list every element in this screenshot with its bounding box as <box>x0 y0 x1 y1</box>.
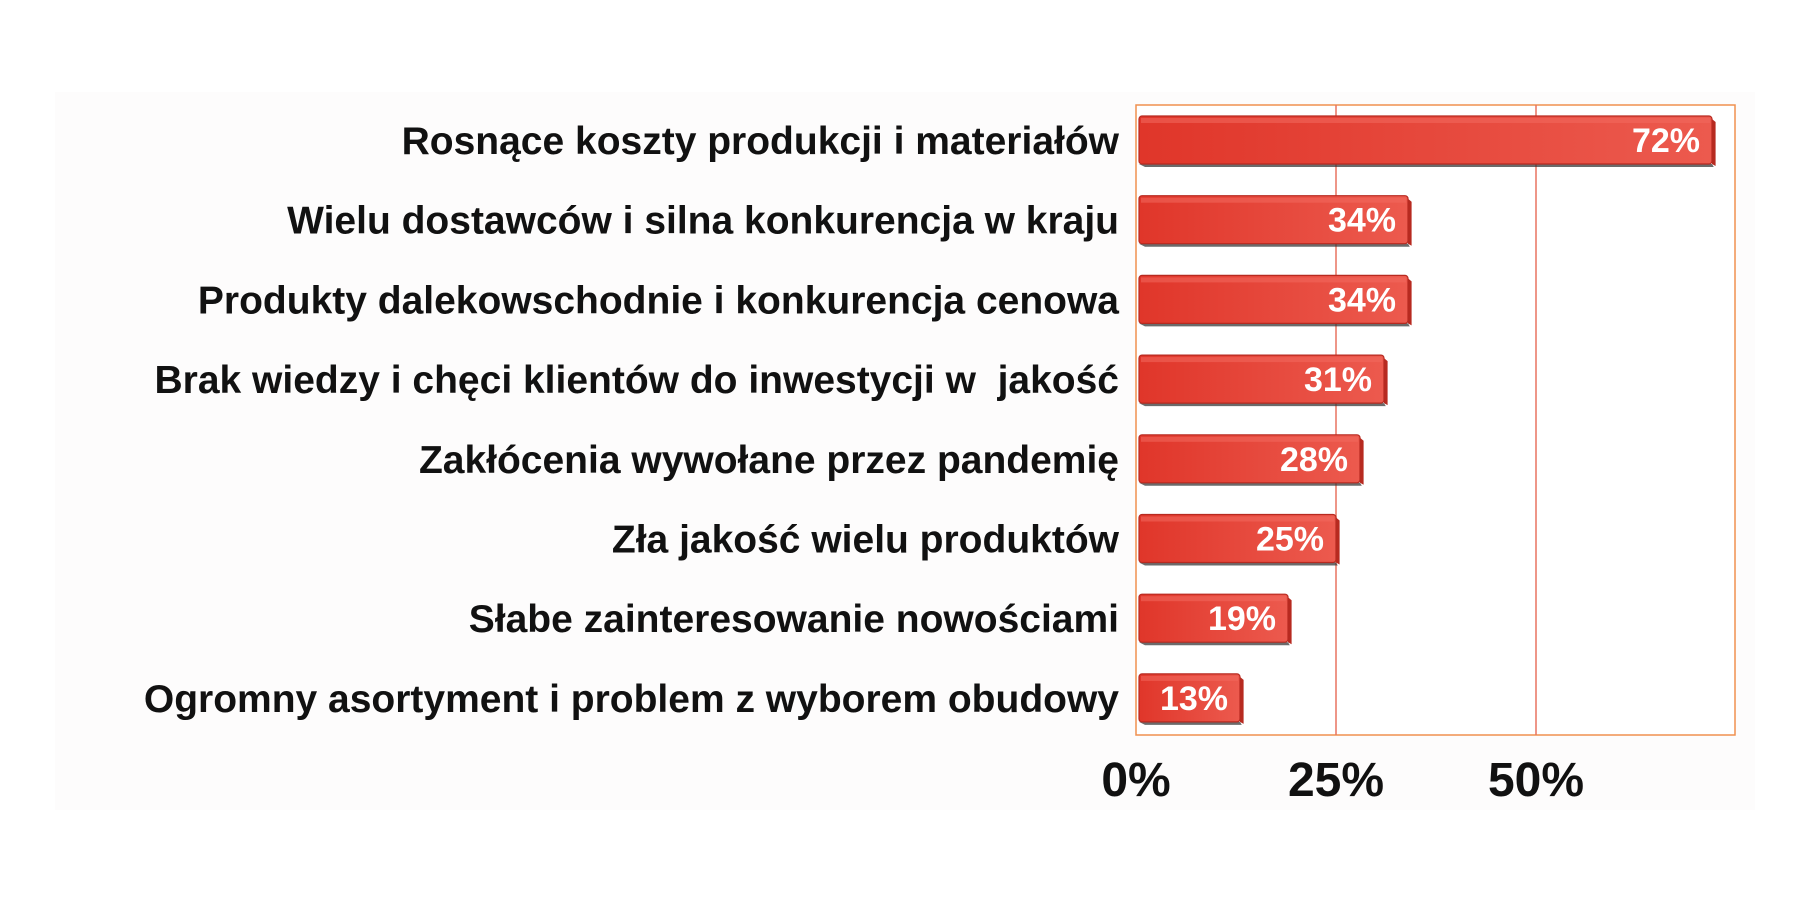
bar-shadow <box>1139 562 1338 566</box>
bar-highlight <box>1141 197 1406 203</box>
bar-4 <box>1138 354 1388 407</box>
bar-side <box>1712 119 1716 166</box>
bar-highlight <box>1141 357 1382 363</box>
value-label: 72% <box>1632 122 1700 160</box>
value-label: 34% <box>1328 281 1396 319</box>
bar-face <box>1138 115 1713 165</box>
bar-side <box>1408 278 1412 326</box>
bar-face <box>1138 673 1241 723</box>
bar-face <box>1138 354 1385 404</box>
bar-7 <box>1138 593 1292 646</box>
bar-shadow <box>1139 323 1410 327</box>
bar-6 <box>1138 513 1340 566</box>
bar-highlight <box>1141 277 1406 283</box>
bar-side <box>1288 597 1292 645</box>
bar-highlight <box>1141 516 1334 522</box>
category-label: Zakłócenia wywołane przez pandemię <box>419 439 1119 482</box>
value-label: 19% <box>1208 600 1276 638</box>
bar-highlight <box>1141 675 1238 681</box>
bar-face <box>1138 593 1289 643</box>
value-label: 34% <box>1328 202 1396 240</box>
bar-8 <box>1138 673 1244 725</box>
bar-side <box>1360 437 1364 485</box>
bar-shadow <box>1139 642 1290 646</box>
bar-5 <box>1138 434 1364 486</box>
bar-side <box>1384 358 1388 406</box>
bar-3 <box>1138 274 1412 327</box>
bar-highlight <box>1141 118 1710 123</box>
bar-1 <box>1138 115 1716 167</box>
bar-shadow <box>1139 243 1410 247</box>
x-tick-label: 0% <box>1101 754 1170 807</box>
bar-side <box>1240 676 1244 724</box>
bar-highlight <box>1141 436 1358 442</box>
bar-side <box>1408 198 1412 246</box>
bar-shadow <box>1139 403 1386 407</box>
value-label: 25% <box>1256 521 1324 559</box>
bar-face <box>1138 434 1361 484</box>
category-label: Ogromny asortyment i problem z wyborem o… <box>144 678 1119 721</box>
category-label: Brak wiedzy i chęci klientów do inwestyc… <box>154 359 1119 402</box>
value-label: 28% <box>1280 441 1348 479</box>
category-label: Wielu dostawców i silna konkurencja w kr… <box>287 200 1119 243</box>
bar-face <box>1138 513 1337 564</box>
bar-shadow <box>1139 721 1242 725</box>
bar-highlight <box>1141 596 1286 602</box>
category-label: Zła jakość wielu produktów <box>612 519 1120 562</box>
bar-face <box>1138 274 1409 324</box>
bar-side <box>1336 517 1340 565</box>
category-label: Słabe zainteresowanie nowościami <box>469 598 1119 641</box>
bar-2 <box>1138 195 1412 247</box>
category-label: Produkty dalekowschodnie i konkurencja c… <box>198 279 1119 322</box>
bar-shadow <box>1139 482 1362 486</box>
bar-face <box>1138 195 1409 245</box>
category-label: Rosnące koszty produkcji i materiałów <box>402 120 1120 163</box>
bar-shadow <box>1139 164 1714 167</box>
x-tick-label: 50% <box>1488 754 1584 807</box>
value-label: 31% <box>1304 361 1372 399</box>
x-tick-label: 25% <box>1288 754 1384 807</box>
value-label: 13% <box>1160 680 1228 718</box>
